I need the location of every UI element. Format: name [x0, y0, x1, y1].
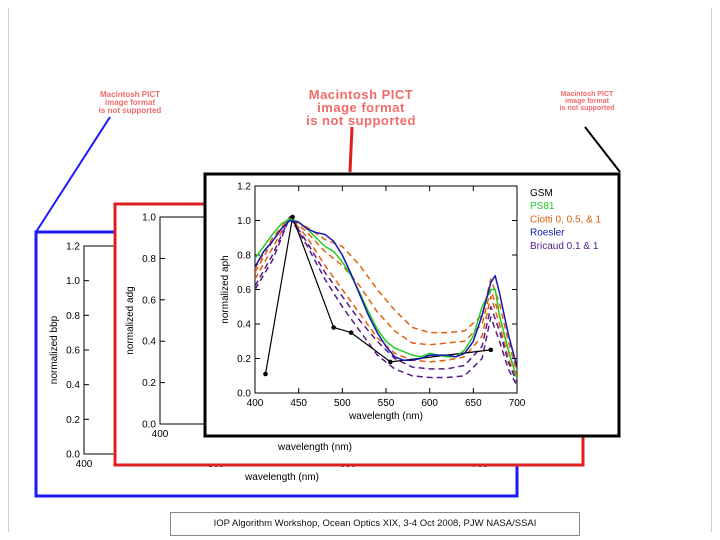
adg-y-tick-label: 0.0 — [142, 420, 156, 431]
bbp-y-tick-label: 1.0 — [66, 276, 80, 287]
adg-x-tick-label: 400 — [152, 429, 169, 440]
pict-placeholder-right: Macintosh PICT image format is not suppo… — [548, 91, 626, 112]
aph-y-tick-label: 0.8 — [237, 251, 251, 262]
red-connector-line — [348, 126, 354, 173]
pict-left-line-3: is not supported — [98, 106, 162, 115]
aph-x-tick-label: 400 — [247, 398, 264, 409]
aph-y-tick-label: 0.4 — [237, 320, 251, 331]
aph-legend-entry: Bricaud 0.1 & 1 — [530, 241, 599, 252]
aph-legend-entry: GSM — [530, 188, 553, 199]
aph-x-axis-label: wavelength (nm) — [348, 411, 423, 422]
aph-x-tick-label: 550 — [378, 398, 395, 409]
aph-legend-entry: PS81 — [530, 201, 555, 212]
adg-y-tick-label: 0.2 — [142, 378, 156, 389]
aph-y-tick-label: 1.0 — [237, 216, 251, 227]
bbp-y-tick-label: 0.8 — [66, 311, 80, 322]
bbp-x-tick-label: 400 — [76, 459, 93, 470]
aph-panel: 400 450 500 550 600 650 700 0.0 0.2 0.4 0.6 0.8 1.0 1… — [220, 182, 602, 423]
pict-placeholder-center: Macintosh PICT image format is not suppo… — [247, 88, 475, 127]
blue-connector-line — [35, 116, 111, 233]
adg-y-tick-label: 0.6 — [142, 295, 156, 306]
aph-series-bricaud-0-1 — [255, 216, 517, 383]
aph-legend-entry: Ciotti 0, 0.5, & 1 — [530, 214, 602, 225]
aph-x-tick-label: 450 — [290, 398, 307, 409]
pict-center-line-2: image format — [317, 100, 405, 115]
pict-center-line-3: is not supported — [306, 113, 416, 128]
bbp-y-tick-label: 0.4 — [66, 380, 80, 391]
aph-x-tick-label: 700 — [509, 398, 526, 409]
bbp-y-axis-label: normalized bbp — [49, 315, 60, 384]
aph-gsm-point — [388, 359, 393, 365]
adg-y-tick-label: 0.4 — [142, 337, 156, 348]
aph-series-group — [255, 214, 517, 387]
pict-left-line-2: image format — [104, 98, 156, 107]
aph-x-tick-label: 650 — [465, 398, 482, 409]
aph-y-tick-label: 1.2 — [237, 182, 251, 193]
aph-gsm-point — [290, 214, 295, 220]
aph-x-tick-label: 500 — [334, 398, 351, 409]
bbp-y-tick-label: 0.0 — [66, 450, 80, 461]
adg-y-axis-label: normalized adg — [125, 286, 136, 354]
footer-caption: IOP Algorithm Workshop, Ocean Optics XIX… — [170, 512, 580, 536]
pict-right-line-3: is not supported — [559, 105, 615, 112]
pict-right-line-1: Macintosh PICT — [560, 91, 614, 98]
pict-placeholder-left: Macintosh PICT image format is not suppo… — [82, 91, 178, 115]
bbp-x-axis-label: wavelength (nm) — [244, 472, 319, 483]
pict-right-line-2: image format — [565, 98, 609, 105]
black-connector-line — [584, 126, 621, 173]
adg-x-axis-label: wavelength (nm) — [277, 442, 352, 453]
aph-gsm-point — [348, 330, 354, 335]
pict-left-line-1: Macintosh PICT — [99, 90, 160, 99]
aph-y-tick-label: 0.6 — [237, 285, 251, 296]
pict-center-line-1: Macintosh PICT — [308, 87, 414, 102]
aph-series-roesler — [255, 219, 517, 368]
aph-legend-entry: Roesler — [530, 228, 565, 239]
slide-frame — [8, 8, 712, 532]
aph-y-tick-label: 0.2 — [237, 354, 251, 365]
aph-series-bricaud-1 — [255, 216, 517, 387]
aph-gsm-point — [263, 371, 268, 377]
adg-y-tick-label: 0.8 — [142, 254, 156, 265]
bbp-y-tick-label: 1.2 — [66, 242, 80, 253]
aph-y-axis-label: normalized aph — [220, 255, 231, 323]
aph-y-tick-label: 0.0 — [237, 389, 251, 400]
aph-gsm-point — [331, 325, 336, 330]
aph-frame — [203, 172, 621, 438]
aph-series-ciotti-1 — [255, 216, 517, 380]
bbp-y-tick-label: 0.2 — [66, 415, 80, 426]
bbp-y-tick-label: 0.6 — [66, 346, 80, 357]
aph-x-tick-label: 600 — [421, 398, 438, 409]
adg-y-tick-label: 1.0 — [142, 213, 156, 224]
aph-series-ciotti-0-5 — [255, 216, 517, 377]
aph-gsm-point — [488, 347, 494, 353]
